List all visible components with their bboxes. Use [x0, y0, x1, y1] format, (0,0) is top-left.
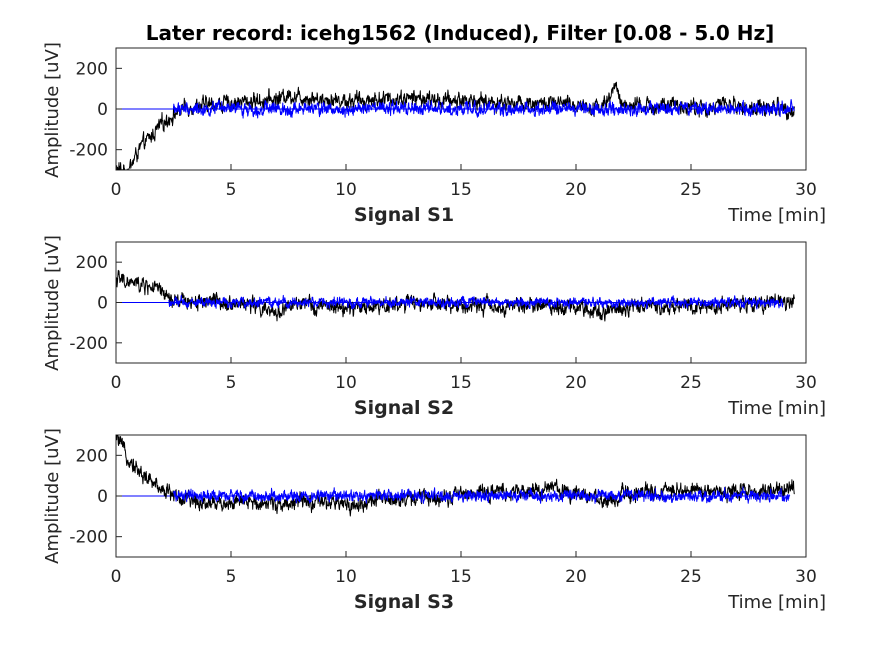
y-axis-label-s2: Amplitude [uV] — [42, 235, 63, 371]
y-axis-label-s1: Amplitude [uV] — [42, 42, 63, 178]
x-tick-label: 15 — [450, 373, 472, 393]
panel-label-s2: Signal S2 — [354, 397, 454, 419]
x-tick-label: 30 — [795, 373, 817, 393]
y-tick-label: 200 — [76, 446, 108, 466]
y-tick-label: 200 — [76, 253, 108, 273]
series-group-s1 — [116, 81, 795, 170]
x-tick-label: 30 — [795, 180, 817, 200]
y-tick-label: -200 — [69, 528, 108, 548]
x-tick-label: 10 — [335, 373, 357, 393]
x-tick-label: 0 — [111, 567, 122, 587]
x-tick-label: 25 — [680, 180, 702, 200]
series-group-s3 — [116, 435, 795, 517]
x-tick-label: 15 — [450, 180, 472, 200]
x-axis-label-s3: Time [min] — [727, 592, 826, 613]
y-tick-label: -200 — [69, 141, 108, 161]
x-tick-label: 25 — [680, 567, 702, 587]
panel-label-s1: Signal S1 — [354, 204, 454, 226]
signal-trace-raw — [116, 435, 795, 517]
x-tick-label: 20 — [565, 180, 587, 200]
series-group-s2 — [116, 269, 795, 322]
y-tick-label: 200 — [76, 59, 108, 79]
signal-trace-raw — [116, 269, 795, 322]
x-tick-label: 15 — [450, 567, 472, 587]
x-tick-label: 10 — [335, 567, 357, 587]
x-tick-label: 20 — [565, 567, 587, 587]
signal-trace-filtered — [173, 486, 791, 504]
y-tick-label: 0 — [97, 294, 108, 314]
x-axis-label-s2: Time [min] — [727, 398, 826, 419]
x-tick-label: 5 — [226, 373, 237, 393]
x-tick-label: 30 — [795, 567, 817, 587]
signal-trace-raw — [116, 81, 795, 170]
x-tick-label: 20 — [565, 373, 587, 393]
y-tick-label: 0 — [97, 487, 108, 507]
x-tick-label: 0 — [111, 373, 122, 393]
x-tick-label: 5 — [226, 180, 237, 200]
x-tick-label: 0 — [111, 180, 122, 200]
x-tick-label: 25 — [680, 373, 702, 393]
signal-trace-filtered — [168, 294, 784, 310]
x-axis-label-s1: Time [min] — [727, 205, 826, 226]
y-tick-label: -200 — [69, 334, 108, 354]
y-tick-label: 0 — [97, 100, 108, 120]
signal-trace-filtered — [173, 99, 795, 119]
panel-label-s3: Signal S3 — [354, 591, 454, 613]
x-tick-label: 10 — [335, 180, 357, 200]
y-axis-label-s3: Amplitude [uV] — [42, 428, 63, 564]
figure-title: Later record: icehg1562 (Induced), Filte… — [146, 21, 775, 45]
x-tick-label: 5 — [226, 567, 237, 587]
